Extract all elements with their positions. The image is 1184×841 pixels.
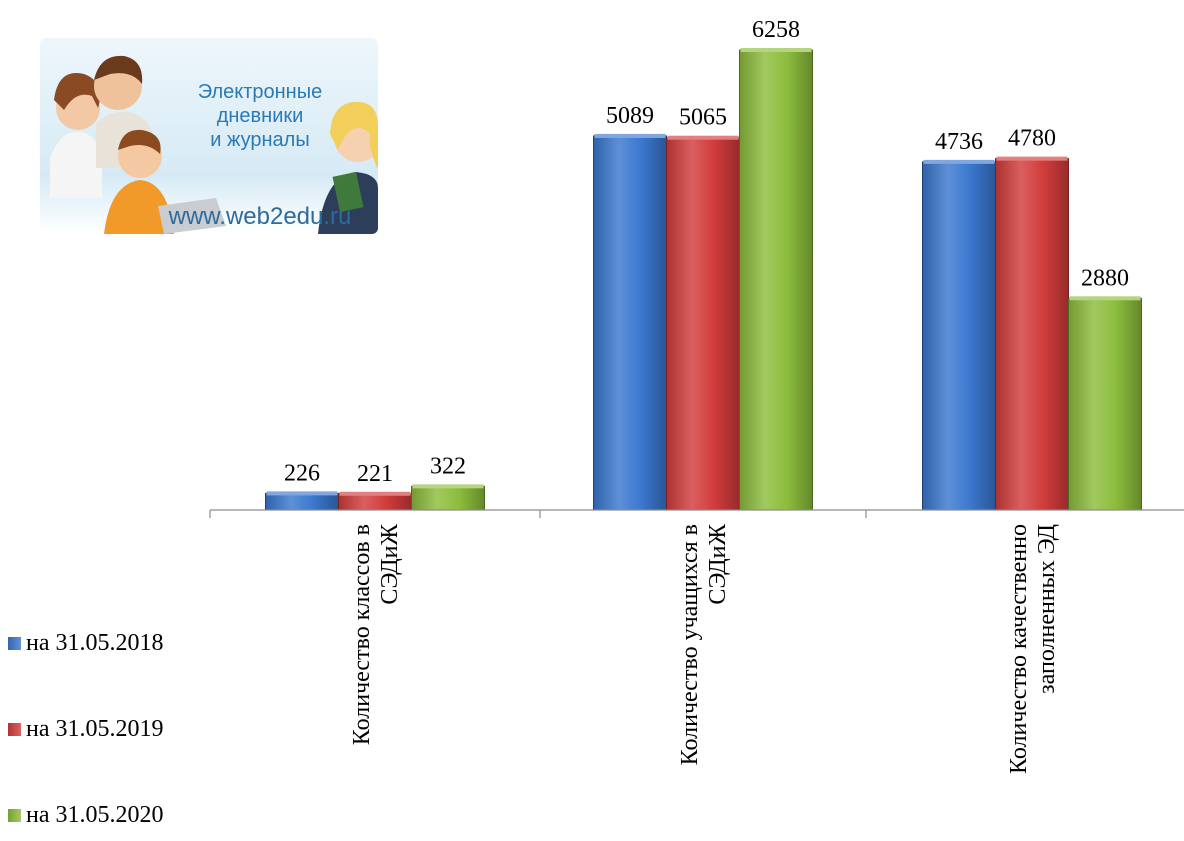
legend-item-2020: на 31.05.2020 — [8, 802, 164, 829]
legend-swatch-2020 — [8, 809, 21, 822]
legend-item-2019: на 31.05.2019 — [8, 716, 164, 743]
value-labels-layer: 226 221 322 5089 5065 6258 4736 4780 2880 — [284, 17, 1129, 487]
legend-swatch-2018 — [8, 637, 21, 650]
category-labels-layer: Количество классов вСЭДиЖ Количество учащ… — [349, 524, 1060, 774]
category-label-text: Количество учащихся вСЭДиЖ — [677, 524, 731, 766]
category-label-2: Количество учащихся вСЭДиЖ — [677, 524, 731, 766]
bar-top-highlight — [1069, 296, 1141, 301]
value-label-2-2: 5065 — [679, 105, 727, 131]
bar-top-highlight — [339, 491, 411, 496]
category-label-line: СЭДиЖ — [377, 524, 403, 605]
logo-line-3: и журналы — [210, 129, 310, 151]
category-label-1: Количество классов вСЭДиЖ — [349, 524, 403, 746]
category-label-text: Количество классов вСЭДиЖ — [349, 524, 403, 746]
category-label-3: Количество качественнозаполненных ЭД — [1006, 524, 1060, 774]
bar-2-1 — [593, 135, 667, 511]
web2edu-logo: Электронные дневники и журналы www.web2e… — [40, 38, 378, 234]
value-label-3-1: 4736 — [935, 129, 983, 155]
bar-top-highlight — [412, 484, 484, 489]
logo-url: www.web2edu.ru — [168, 203, 352, 230]
legend-item-2018: на 31.05.2018 — [8, 630, 164, 657]
bar-top-highlight — [667, 135, 739, 140]
bar-top-highlight — [740, 48, 812, 52]
legend-label-2018: на 31.05.2018 — [26, 630, 164, 656]
value-label-2-3: 6258 — [752, 17, 800, 43]
category-label-line: Количество качественно — [1006, 524, 1032, 774]
bar-2-2 — [666, 137, 740, 511]
value-label-3-2: 4780 — [1008, 126, 1056, 152]
legend-swatch-2019 — [8, 723, 21, 736]
value-label-1-1: 226 — [284, 460, 320, 486]
bar-top-highlight — [996, 156, 1068, 161]
logo-line-1: Электронные — [197, 81, 323, 103]
legend-label-2020: на 31.05.2020 — [26, 802, 164, 828]
category-label-line: заполненных ЭД — [1034, 524, 1060, 694]
x-axis — [209, 509, 1184, 518]
category-label-text: Количество качественнозаполненных ЭД — [1006, 524, 1060, 774]
bar-1-2 — [338, 493, 412, 511]
bar-top-highlight — [266, 491, 338, 496]
category-label-line: Количество учащихся в — [677, 524, 703, 765]
value-label-3-3: 2880 — [1081, 265, 1129, 291]
category-label-line: СЭДиЖ — [705, 524, 731, 605]
logo-people-illustration — [50, 55, 378, 234]
value-label-1-2: 221 — [357, 461, 393, 487]
logo-line-2: дневники — [216, 105, 304, 127]
bar-1-1 — [265, 492, 339, 511]
bar-3-1 — [922, 161, 996, 511]
value-label-2-1: 5089 — [606, 103, 654, 129]
value-label-1-3: 322 — [430, 453, 466, 479]
bar-3-2 — [995, 158, 1069, 511]
bar-top-highlight — [594, 133, 666, 138]
category-label-line: Количество классов в — [349, 524, 375, 745]
legend-label-2019: на 31.05.2019 — [26, 716, 164, 742]
bar-1-3 — [411, 485, 485, 511]
bar-3-3 — [1068, 297, 1142, 511]
bars-layer — [265, 48, 1142, 511]
bar-top-highlight — [923, 159, 995, 164]
bar-2-3 — [739, 49, 813, 511]
